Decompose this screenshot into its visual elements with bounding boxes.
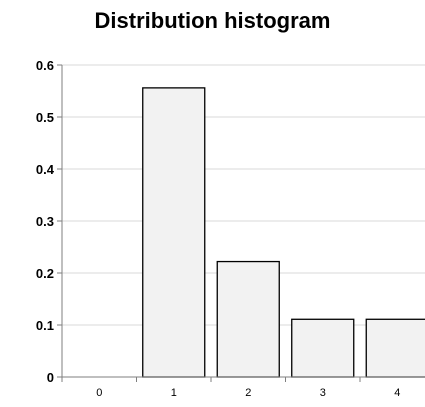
- x-tick-label-1: 1: [171, 387, 177, 399]
- y-tick-label-2: 0.2: [36, 266, 54, 281]
- y-tick-label-1: 0.1: [36, 318, 54, 333]
- axis-layer: [57, 64, 425, 382]
- y-tick-label-4: 0.4: [36, 162, 55, 177]
- x-tick-label-4: 4: [394, 387, 400, 399]
- y-tick-label-6: 0.6: [36, 58, 54, 73]
- bar-4: [365, 318, 425, 378]
- bar-2: [216, 260, 280, 378]
- y-tick-label-3: 0.3: [36, 214, 54, 229]
- y-tick-label-5: 0.5: [36, 110, 54, 125]
- x-tick-label-3: 3: [320, 387, 326, 399]
- x-tick-label-0: 0: [96, 387, 102, 399]
- bars-layer: [142, 87, 425, 378]
- labels-layer: 0 0.1 0.2 0.3 0.4 0.5 0.6 0 1 2 3 4: [36, 58, 400, 399]
- bar-3: [291, 318, 355, 378]
- x-tick-label-2: 2: [245, 387, 251, 399]
- bar-1: [142, 87, 206, 378]
- chart-title: Distribution histogram: [94, 8, 331, 33]
- y-tick-label-0: 0: [47, 370, 54, 385]
